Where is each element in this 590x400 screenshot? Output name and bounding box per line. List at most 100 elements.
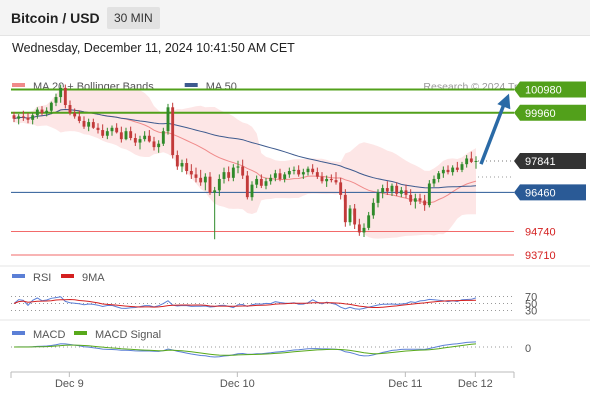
level-resistance: 100980	[11, 81, 586, 98]
candle-body	[194, 174, 198, 178]
level-resistance: 99960	[11, 104, 586, 121]
candle	[231, 164, 235, 182]
candle	[474, 156, 478, 169]
candle	[194, 167, 198, 183]
candle-body	[427, 183, 431, 206]
candle-body	[395, 185, 399, 194]
candle	[185, 158, 189, 175]
candle	[119, 126, 123, 143]
candle-body	[297, 169, 301, 175]
level-label: 93710	[525, 250, 556, 262]
candle-body	[236, 166, 240, 168]
candle	[381, 184, 385, 199]
legend-swatch	[12, 83, 25, 87]
candle-body	[222, 172, 226, 179]
candle-body	[40, 109, 44, 113]
candle	[222, 167, 226, 184]
candle	[297, 165, 301, 177]
candle	[441, 166, 445, 178]
interval-button[interactable]: 30 MIN	[107, 7, 160, 29]
candle	[390, 183, 394, 197]
candle	[320, 172, 324, 184]
timestamp: Wednesday, December 11, 2024 10:41:50 AM…	[12, 41, 295, 55]
candle-body	[474, 160, 478, 162]
candle	[143, 131, 147, 142]
candle	[301, 168, 305, 179]
candle-body	[441, 169, 445, 174]
candle	[311, 164, 315, 175]
candle	[133, 133, 137, 146]
candle	[348, 205, 352, 226]
candle	[152, 136, 156, 151]
candle	[35, 107, 39, 119]
level-support_red: 94740	[11, 227, 556, 239]
candle-body	[105, 131, 109, 136]
candle	[427, 180, 431, 208]
candle	[264, 177, 268, 190]
candle	[385, 181, 389, 195]
candle-body	[259, 178, 263, 186]
candle-body	[63, 87, 67, 106]
candle	[236, 160, 240, 174]
candle-body	[446, 169, 450, 173]
candle-body	[171, 107, 175, 156]
candle	[54, 93, 58, 107]
candle-body	[325, 178, 329, 182]
candle	[469, 151, 473, 164]
candle-body	[283, 174, 287, 179]
candle	[455, 161, 459, 173]
level-label: 99960	[525, 108, 556, 120]
candle	[376, 189, 380, 208]
bollinger-band	[14, 87, 476, 239]
candle	[334, 172, 338, 185]
forecast-arrow	[479, 93, 511, 165]
candle	[460, 161, 464, 173]
candle-body	[469, 158, 473, 162]
candle-body	[119, 132, 123, 140]
candle-body	[367, 215, 371, 228]
candle-body	[161, 131, 165, 144]
rsi-tick-label: 50	[525, 299, 537, 311]
candle-body	[390, 185, 394, 192]
candle-body	[180, 163, 184, 167]
x-tick-label: Dec 10	[220, 378, 255, 390]
candle-body	[264, 181, 268, 186]
candle	[12, 111, 16, 123]
x-axis: Dec 9 Dec 10 Dec 11 Dec 12	[10, 371, 515, 390]
legend-label: MA 50	[206, 81, 237, 93]
candle	[227, 166, 231, 182]
rsi-ma-line	[13, 298, 477, 308]
candle	[339, 177, 343, 200]
candle-body	[348, 208, 352, 223]
candle	[73, 108, 77, 119]
candle	[189, 164, 193, 179]
candle-body	[287, 171, 291, 175]
candle	[465, 155, 469, 168]
candle	[287, 167, 291, 178]
arrow-shaft	[479, 101, 507, 165]
candle-body	[306, 168, 310, 173]
candle-body	[465, 158, 469, 165]
candle-body	[404, 190, 408, 195]
candle-body	[399, 190, 403, 194]
candle	[77, 110, 81, 124]
candle	[157, 140, 161, 153]
candle-body	[231, 167, 235, 178]
candle-body	[339, 182, 343, 195]
candle-body	[54, 97, 58, 103]
macd-line	[13, 341, 477, 358]
legend-label: RSI	[33, 272, 51, 284]
candle-body	[255, 178, 259, 185]
level-current: 97841	[478, 152, 586, 178]
candle	[203, 173, 207, 191]
candle-body	[376, 192, 380, 203]
candle	[115, 123, 119, 134]
candle-body	[301, 172, 305, 175]
level-label-box	[514, 81, 586, 98]
candle	[59, 84, 63, 103]
candle-body	[320, 176, 324, 182]
candle	[269, 174, 273, 185]
candle	[175, 150, 179, 170]
